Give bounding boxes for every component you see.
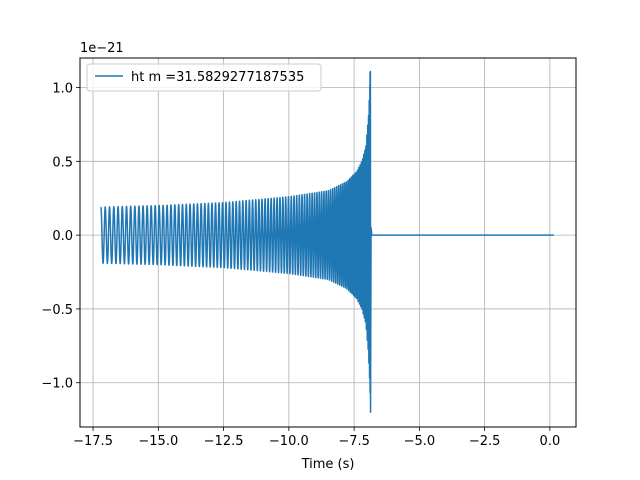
legend-label: ht m =31.5829277187535 [131,70,304,85]
x-tick-label: −2.5 [469,434,501,449]
x-axis: −17.5 −15.0 −12.5 −10.0 −7.5 −5.0 −2.5 0.0 [73,427,560,449]
x-tick-label: −10.0 [269,434,309,449]
y-tick-label: −1.0 [41,377,73,392]
y-tick-label: 1.0 [52,82,73,97]
series-line [100,70,554,413]
y-tick-label: 0.0 [52,229,73,244]
x-tick-label: 0.0 [540,434,561,449]
y-tick-label: 0.5 [52,155,73,170]
x-tick-label: −15.0 [138,434,178,449]
axes-frame [79,57,577,428]
legend: ht m =31.5829277187535 [86,63,322,92]
x-tick-label: −5.0 [404,434,436,449]
plot-area [100,70,554,413]
y-tick-label: −0.5 [41,303,73,318]
x-axis-label: Time (s) [301,457,355,472]
x-tick-label: −7.5 [338,434,370,449]
x-tick-label: −12.5 [204,434,244,449]
legend-box [86,63,322,92]
y-scale-label: 1e−21 [80,41,124,56]
x-tick-label: −17.5 [73,434,113,449]
y-axis: −1.0 −0.5 0.0 0.5 1.0 [41,82,80,392]
